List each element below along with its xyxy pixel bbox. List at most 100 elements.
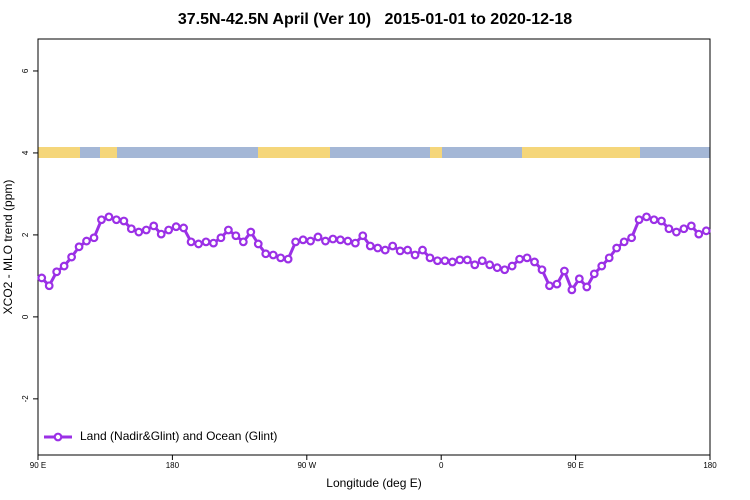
x-tick-label: 90 W bbox=[297, 461, 316, 470]
chart-title: 37.5N-42.5N April (Ver 10) 2015-01-01 to… bbox=[178, 11, 572, 28]
point bbox=[589, 269, 599, 279]
x-tick-label: 0 bbox=[439, 461, 444, 470]
point bbox=[343, 236, 353, 246]
point bbox=[253, 239, 263, 249]
point bbox=[403, 245, 413, 255]
point bbox=[380, 245, 390, 255]
point bbox=[74, 242, 84, 252]
point bbox=[537, 265, 547, 275]
point bbox=[97, 215, 106, 225]
point bbox=[649, 215, 659, 225]
point bbox=[306, 236, 315, 246]
point bbox=[134, 227, 144, 237]
point bbox=[216, 233, 226, 243]
plot-frame bbox=[37, 38, 711, 456]
point bbox=[291, 237, 301, 247]
y-tick-label: -2 bbox=[21, 395, 30, 403]
point bbox=[298, 235, 308, 245]
point bbox=[433, 256, 442, 266]
point bbox=[686, 221, 696, 231]
point bbox=[545, 281, 554, 291]
legend-marker bbox=[53, 432, 63, 442]
point bbox=[560, 266, 569, 276]
point bbox=[37, 273, 47, 283]
point bbox=[582, 282, 592, 292]
point bbox=[679, 224, 689, 234]
point bbox=[410, 250, 420, 260]
point bbox=[604, 253, 614, 263]
point bbox=[657, 216, 666, 226]
point bbox=[111, 215, 121, 225]
land-ocean-strip bbox=[38, 147, 710, 158]
x-tick-label: 90 E bbox=[30, 461, 46, 470]
x-tick-label: 180 bbox=[166, 461, 180, 470]
point bbox=[395, 246, 405, 256]
point bbox=[634, 215, 644, 225]
x-axis-label: Longitude (deg E) bbox=[326, 476, 421, 490]
point bbox=[59, 261, 69, 271]
point bbox=[44, 281, 54, 291]
point bbox=[574, 274, 584, 284]
point bbox=[246, 227, 256, 237]
point bbox=[365, 241, 375, 251]
y-axis-label: XCO2 - MLO trend (ppm) bbox=[1, 180, 15, 315]
point bbox=[82, 236, 91, 246]
point bbox=[179, 223, 189, 233]
point bbox=[261, 249, 271, 259]
point bbox=[156, 229, 166, 239]
point bbox=[664, 224, 674, 234]
point bbox=[104, 212, 114, 222]
point bbox=[350, 238, 360, 248]
point bbox=[694, 229, 704, 239]
point bbox=[418, 245, 427, 255]
point bbox=[231, 231, 241, 241]
y-tick-label: 4 bbox=[21, 150, 30, 155]
point bbox=[492, 263, 502, 273]
point bbox=[597, 261, 607, 271]
point bbox=[462, 255, 472, 265]
point bbox=[470, 260, 480, 270]
point bbox=[268, 250, 278, 260]
y-tick-label: 0 bbox=[21, 314, 30, 319]
series-line bbox=[40, 215, 707, 294]
point bbox=[238, 237, 248, 247]
point bbox=[358, 231, 368, 241]
point bbox=[500, 265, 510, 275]
point bbox=[522, 253, 532, 263]
point bbox=[619, 237, 629, 247]
point bbox=[283, 254, 293, 264]
y-tick-label: 2 bbox=[21, 232, 30, 237]
point bbox=[209, 238, 218, 248]
point bbox=[552, 279, 562, 289]
point bbox=[149, 221, 159, 231]
point bbox=[313, 232, 323, 242]
point bbox=[612, 243, 622, 253]
point bbox=[455, 255, 465, 265]
point bbox=[89, 233, 99, 243]
point bbox=[171, 222, 181, 232]
point bbox=[425, 253, 435, 263]
point bbox=[321, 236, 330, 246]
point bbox=[164, 225, 174, 235]
x-tick-label: 180 bbox=[703, 461, 717, 470]
point bbox=[448, 257, 457, 267]
point bbox=[672, 227, 681, 237]
point bbox=[642, 212, 651, 222]
point bbox=[530, 257, 539, 267]
point bbox=[119, 216, 129, 226]
point bbox=[567, 285, 577, 295]
point bbox=[627, 233, 636, 243]
point bbox=[201, 237, 211, 247]
point bbox=[515, 254, 524, 264]
point bbox=[223, 225, 233, 235]
point bbox=[141, 225, 151, 235]
point bbox=[507, 261, 517, 271]
point bbox=[328, 234, 338, 244]
point bbox=[336, 235, 345, 245]
point bbox=[126, 224, 136, 234]
point bbox=[194, 239, 203, 249]
point bbox=[477, 256, 487, 266]
point bbox=[373, 243, 383, 253]
point bbox=[440, 256, 450, 266]
point bbox=[186, 237, 196, 247]
